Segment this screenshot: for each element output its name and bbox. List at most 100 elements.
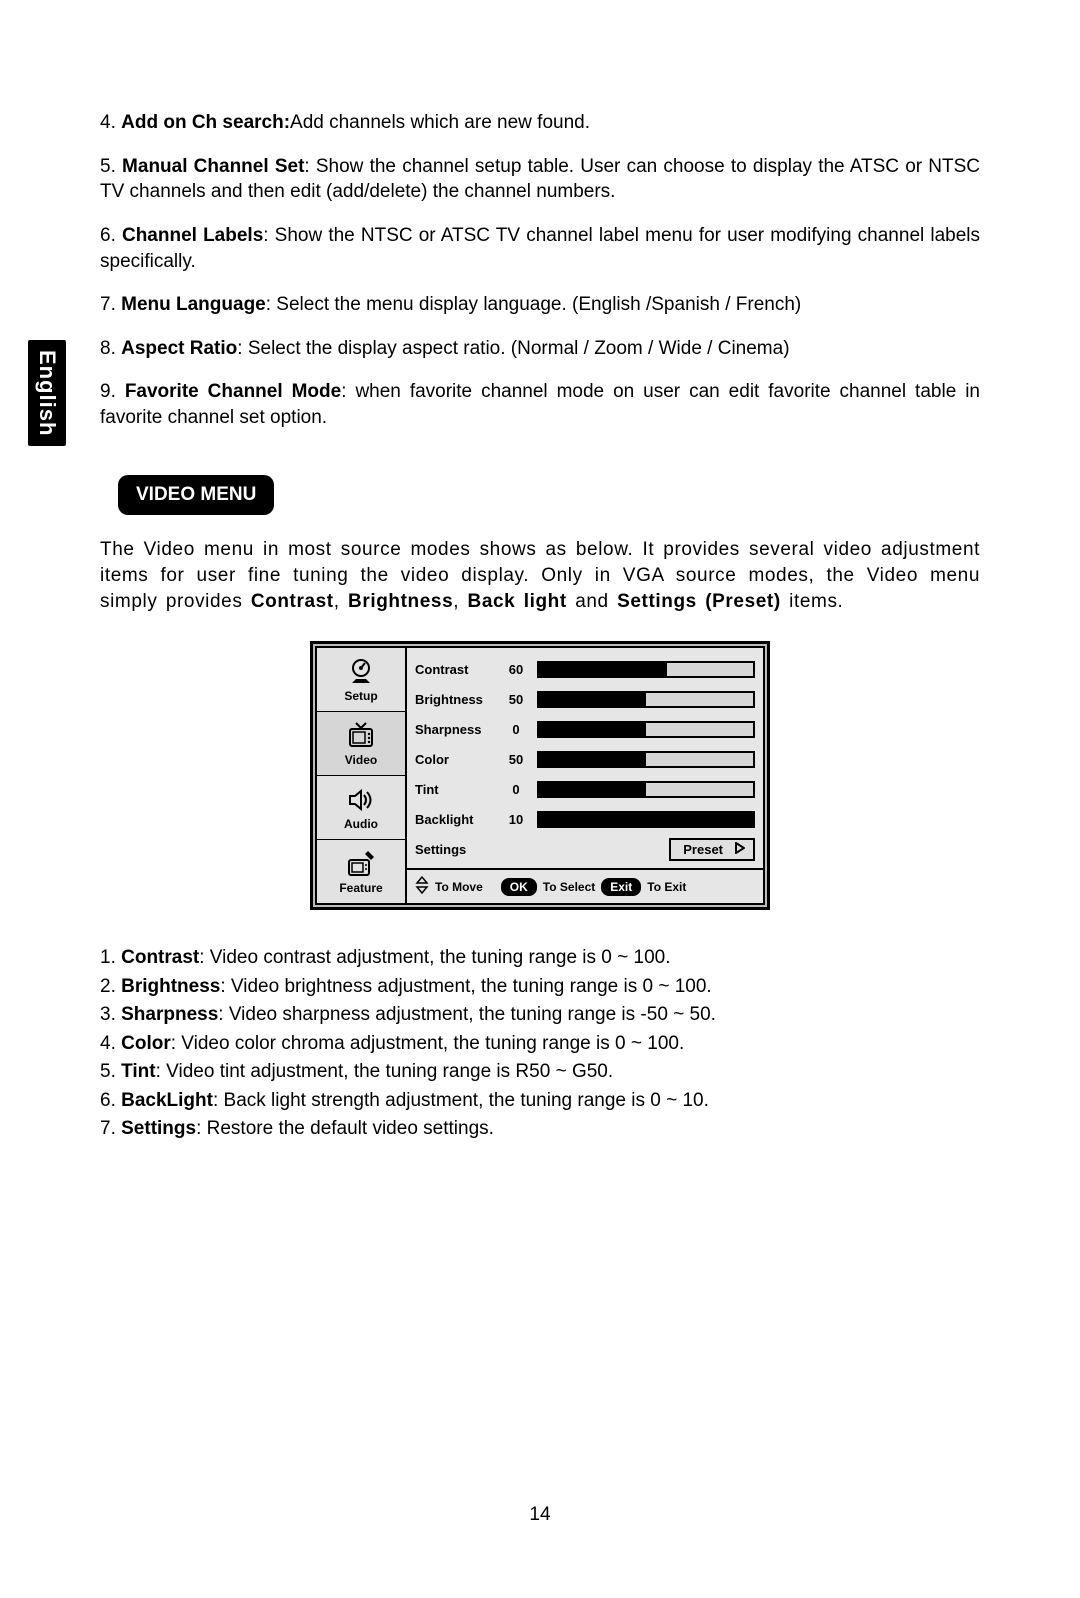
item-term: Manual Channel Set	[122, 156, 304, 177]
item-text: : Restore the default video settings.	[196, 1118, 494, 1139]
list-item: 7. Menu Language: Select the menu displa…	[100, 292, 980, 318]
sidebar-item-audio[interactable]: Audio	[317, 776, 405, 840]
osd-value: 60	[503, 662, 529, 677]
item-number: 5.	[100, 156, 122, 177]
numbered-list-bottom: 1. Contrast: Video contrast adjustment, …	[100, 944, 980, 1144]
nav-to-exit: To Exit	[647, 880, 686, 894]
item-text: : Select the menu display language. (Eng…	[266, 294, 801, 315]
osd-label: Tint	[415, 782, 495, 797]
osd-slider[interactable]	[537, 811, 755, 828]
preset-button[interactable]: Preset	[669, 838, 755, 861]
list-item: 9. Favorite Channel Mode: when favorite …	[100, 379, 980, 430]
osd-slider[interactable]	[537, 751, 755, 768]
ok-key[interactable]: OK	[501, 878, 537, 896]
osd-label: Color	[415, 752, 495, 767]
osd-label-settings: Settings	[415, 842, 495, 857]
osd-menu-inner: Setup Video Audio Feature Contrast 60 Brigh…	[315, 646, 765, 905]
intro-bold-brightness: Brightness	[348, 591, 453, 612]
osd-row-settings: Settings Preset	[415, 834, 755, 864]
chevron-right-icon	[735, 842, 745, 857]
item-text: : Video tint adjustment, the tuning rang…	[156, 1061, 614, 1082]
audio-icon	[344, 785, 378, 815]
osd-label: Backlight	[415, 812, 495, 827]
page-content: 4. Add on Ch search:Add channels which a…	[100, 110, 980, 1144]
osd-label: Contrast	[415, 662, 495, 677]
item-term: Contrast	[121, 947, 199, 968]
list-item: 1. Contrast: Video contrast adjustment, …	[100, 944, 980, 973]
sidebar-item-setup[interactable]: Setup	[317, 648, 405, 712]
item-number: 7.	[100, 1118, 121, 1139]
language-tab: English	[28, 340, 66, 446]
item-text: : Select the display aspect ratio. (Norm…	[237, 338, 789, 359]
intro-bold-backlight: Back light	[468, 591, 567, 612]
page-number: 14	[0, 1504, 1080, 1526]
item-term: Add on Ch search:	[121, 112, 290, 133]
osd-slider-fill	[539, 723, 646, 736]
osd-slider[interactable]	[537, 661, 755, 678]
osd-main-panel: Contrast 60 Brightness 50 Sharpness 0 Co…	[407, 648, 763, 903]
osd-value: 50	[503, 692, 529, 707]
setup-icon	[344, 657, 378, 687]
osd-menu-outer: Setup Video Audio Feature Contrast 60 Brigh…	[310, 641, 770, 910]
item-number: 9.	[100, 381, 125, 402]
osd-row-color: Color 50	[415, 744, 755, 774]
item-number: 2.	[100, 976, 121, 997]
item-text: : Video color chroma adjustment, the tun…	[171, 1033, 685, 1054]
osd-slider[interactable]	[537, 691, 755, 708]
osd-slider-fill	[539, 663, 667, 676]
osd-row-tint: Tint 0	[415, 774, 755, 804]
osd-menu-figure: Setup Video Audio Feature Contrast 60 Brigh…	[100, 641, 980, 910]
osd-slider-fill	[539, 783, 646, 796]
list-item: 5. Tint: Video tint adjustment, the tuni…	[100, 1058, 980, 1087]
osd-slider-fill	[539, 693, 646, 706]
feature-icon	[344, 849, 378, 879]
item-number: 6.	[100, 225, 122, 246]
osd-row-backlight: Backlight 10	[415, 804, 755, 834]
sidebar-item-video[interactable]: Video	[317, 712, 405, 776]
osd-slider[interactable]	[537, 781, 755, 798]
item-number: 5.	[100, 1061, 121, 1082]
intro-bold-contrast: Contrast	[251, 591, 334, 612]
item-number: 4.	[100, 1033, 121, 1054]
video-icon	[344, 721, 378, 751]
item-term: Sharpness	[121, 1004, 218, 1025]
sidebar-item-feature[interactable]: Feature	[317, 840, 405, 903]
item-number: 4.	[100, 112, 121, 133]
item-term: Aspect Ratio	[121, 338, 237, 359]
item-term: Tint	[121, 1061, 155, 1082]
osd-value: 0	[503, 782, 529, 797]
osd-row-contrast: Contrast 60	[415, 654, 755, 684]
osd-value: 10	[503, 812, 529, 827]
list-item: 3. Sharpness: Video sharpness adjustment…	[100, 1001, 980, 1030]
item-text: : Back light strength adjustment, the tu…	[213, 1090, 709, 1111]
nav-to-move: To Move	[435, 880, 483, 894]
exit-key[interactable]: Exit	[601, 878, 641, 896]
item-text: : Video contrast adjustment, the tuning …	[199, 947, 670, 968]
sidebar-item-label: Setup	[344, 689, 377, 703]
osd-slider-fill	[539, 813, 753, 826]
osd-slider[interactable]	[537, 721, 755, 738]
item-term: BackLight	[121, 1090, 213, 1111]
item-number: 6.	[100, 1090, 121, 1111]
item-term: Menu Language	[121, 294, 266, 315]
sidebar-item-label: Video	[345, 753, 377, 767]
updown-icon	[415, 876, 429, 897]
osd-value: 0	[503, 722, 529, 737]
item-term: Color	[121, 1033, 171, 1054]
item-text: Add channels which are new found.	[290, 112, 590, 133]
list-item: 8. Aspect Ratio: Select the display aspe…	[100, 336, 980, 362]
osd-label: Sharpness	[415, 722, 495, 737]
list-item: 6. Channel Labels: Show the NTSC or ATSC…	[100, 223, 980, 274]
item-number: 8.	[100, 338, 121, 359]
list-item: 5. Manual Channel Set: Show the channel …	[100, 154, 980, 205]
sidebar-item-label: Audio	[344, 817, 378, 831]
osd-label: Brightness	[415, 692, 495, 707]
osd-sidebar: Setup Video Audio Feature	[317, 648, 407, 903]
osd-row-brightness: Brightness 50	[415, 684, 755, 714]
item-number: 1.	[100, 947, 121, 968]
list-item: 7. Settings: Restore the default video s…	[100, 1115, 980, 1144]
item-term: Brightness	[121, 976, 220, 997]
list-item: 2. Brightness: Video brightness adjustme…	[100, 973, 980, 1002]
nav-to-select: To Select	[543, 880, 595, 894]
list-item: 6. BackLight: Back light strength adjust…	[100, 1087, 980, 1116]
